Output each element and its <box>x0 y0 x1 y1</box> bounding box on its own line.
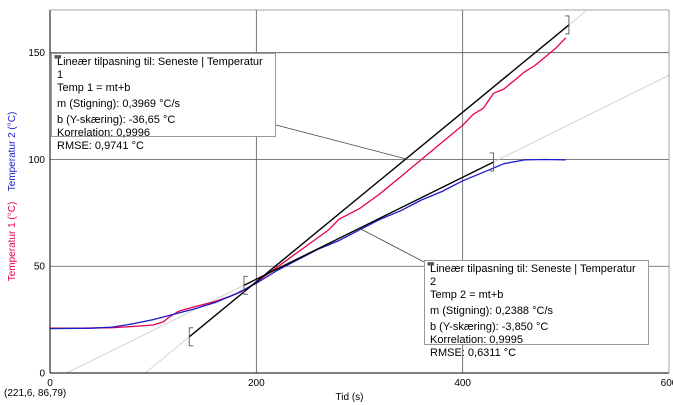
fit-intercept: b (Y-skæring): -3,850 °C <box>430 320 549 333</box>
y-tick-label: 0 <box>39 369 45 380</box>
fit-title: Lineær tilpasning til: Seneste | Tempera… <box>57 56 263 82</box>
fit-range-bracket-end <box>489 152 495 172</box>
fit-line-1 <box>188 24 570 338</box>
fit-range-bracket-end <box>564 15 570 35</box>
fit-range-bracket-start <box>188 327 194 347</box>
connector-line-1 <box>275 124 407 160</box>
fit-correlation: Korrelation: 0,9996 <box>57 127 150 140</box>
y-axis-title-1: Temperatur 1 (°C) <box>7 202 18 282</box>
fit-title: Lineær tilpasning til: Seneste | Tempera… <box>430 263 636 289</box>
fit-intercept: b (Y-skæring): -36,65 °C <box>57 113 176 126</box>
grid-lines <box>50 10 669 373</box>
fit-rmse: RMSE: 0,6311 °C <box>430 347 517 360</box>
series-line-1 <box>50 37 567 329</box>
fit-range-bracket-start <box>243 275 248 295</box>
x-axis-title: Tid (s) <box>336 392 364 403</box>
fit-equation: Temp 1 = mt+b <box>57 82 131 95</box>
y-tick-label: 100 <box>28 155 45 166</box>
cursor-coordinate-readout: (221,6, 86,79) <box>4 388 67 399</box>
y-tick-label: 50 <box>34 262 46 273</box>
fit-correlation: Korrelation: 0,9995 <box>430 334 523 347</box>
tick-labels: 0 200 400 600 0 50 100 150 <box>28 48 673 389</box>
x-tick-label: 0 <box>47 378 53 389</box>
x-tick-label: 400 <box>454 378 471 389</box>
drag-handle-icon[interactable]: ■■ <box>54 54 62 61</box>
connector-line-2 <box>359 227 425 263</box>
x-tick-label: 600 <box>661 378 673 389</box>
fit-layer <box>188 15 570 347</box>
annotation-connectors <box>275 124 425 263</box>
fit-line-2 <box>243 161 494 286</box>
fit-annotation-temp1[interactable]: ■■ Lineær tilpasning til: Seneste | Temp… <box>51 53 276 152</box>
fit-rmse: RMSE: 0,9741 °C <box>57 140 144 153</box>
fit-slope: m (Stigning): 0,2388 °C/s <box>430 304 554 317</box>
fit-equation: Temp 2 = mt+b <box>430 289 504 302</box>
y-tick-label: 150 <box>28 48 45 59</box>
fit-slope: m (Stigning): 0,3969 °C/s <box>57 97 181 110</box>
axes <box>49 9 670 374</box>
fit-annotation-temp2[interactable]: ■■ Lineær tilpasning til: Seneste | Temp… <box>424 260 649 359</box>
x-tick-label: 200 <box>248 378 265 389</box>
drag-handle-icon[interactable]: ■■ <box>427 261 435 268</box>
y-axis-title-2: Temperatur 2 (°C) <box>7 112 18 192</box>
